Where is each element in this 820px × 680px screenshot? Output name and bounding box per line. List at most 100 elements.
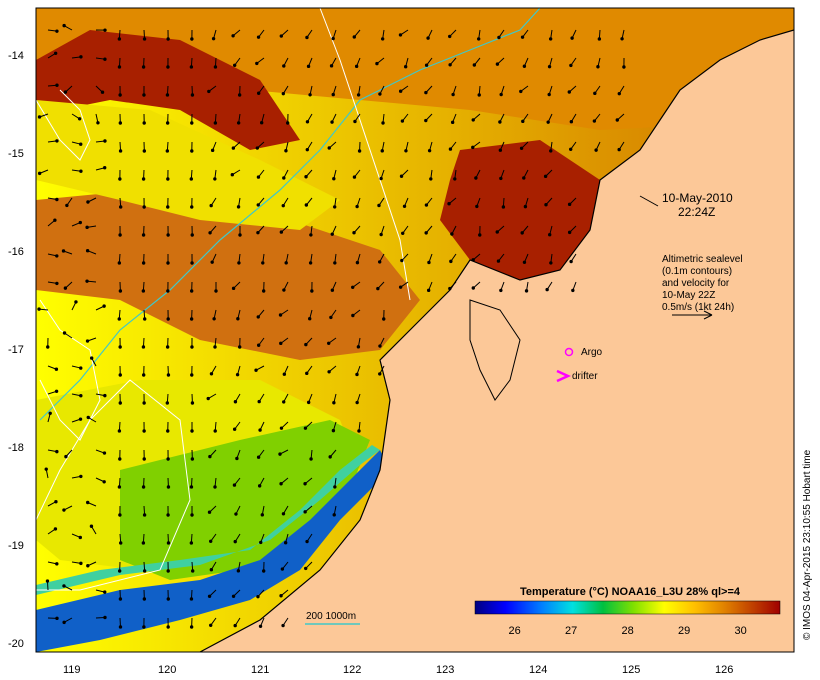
velocity-arrow-head [306, 64, 311, 69]
velocity-arrow-head [207, 510, 212, 514]
velocity-arrow-head [567, 230, 572, 235]
coastline [199, 29, 794, 652]
velocity-arrow-head [79, 55, 83, 59]
velocity-arrow-head [118, 401, 122, 405]
velocity-arrow-head [303, 426, 308, 430]
lon-axis: 119 120 121 122 123 124 125 126 [63, 664, 733, 676]
velocity-arrow-head [522, 176, 526, 180]
velocity-arrow-head [567, 90, 571, 94]
velocity-arrow-head [102, 304, 106, 308]
velocity-arrow-head [231, 34, 235, 38]
velocity-arrow-head [165, 401, 170, 405]
velocity-arrow-head [448, 63, 452, 67]
velocity-arrow-head [232, 63, 237, 67]
velocity-arrow-head [332, 401, 336, 405]
velocity-arrow-head [209, 623, 213, 627]
velocity-arrow-head [118, 177, 122, 181]
velocity-arrow-head [377, 260, 382, 264]
velocity-arrow-head [85, 249, 90, 253]
altimetry-line-2: (0.1m contours) [662, 266, 732, 277]
velocity-arrow-head [79, 142, 83, 146]
velocity-arrow-head [472, 63, 477, 67]
green-shelf [120, 420, 370, 580]
velocity-arrow-head [141, 289, 146, 293]
velocity-arrow-head [304, 175, 308, 179]
velocity-arrow-head [401, 231, 405, 235]
velocity-arrow-head [592, 119, 597, 123]
velocity-arrow-head [596, 65, 600, 69]
velocity-arrow-head [166, 597, 170, 601]
velocity-arrow-head [471, 118, 475, 122]
velocity-arrow-head [237, 345, 242, 349]
velocity-arrow-head [398, 89, 403, 93]
warm-band-mid [36, 190, 420, 360]
velocity-arrow-head [404, 149, 408, 153]
velocity-arrow-head [165, 345, 170, 349]
velocity-arrow-head [118, 289, 123, 293]
velocity-arrow-head [232, 483, 237, 487]
velocity-arrow-head [329, 64, 334, 68]
velocity-arrow-head [142, 149, 147, 153]
velocity-arrow-head [355, 372, 359, 377]
velocity-arrow-head [55, 83, 59, 87]
velocity-arrow-head [45, 579, 50, 583]
velocity-arrow-head [424, 63, 429, 67]
velocity-arrow-head [142, 401, 146, 405]
velocity-arrow-head [378, 372, 382, 376]
velocity-arrow-head [256, 594, 260, 599]
velocity-arrow-head [79, 394, 83, 398]
velocity-arrow-head [429, 177, 433, 181]
velocity-arrow-head [62, 331, 67, 335]
lat-tick-label: -14 [8, 50, 24, 62]
velocity-arrow-head [593, 91, 597, 96]
velocity-arrow-head [256, 343, 261, 347]
lat-tick-label: -15 [8, 148, 24, 160]
velocity-arrow-head [549, 149, 553, 153]
velocity-arrow-head [356, 93, 361, 97]
velocity-arrow-head [304, 342, 308, 347]
velocity-arrow-head [189, 541, 194, 545]
hot-patch-coastal [440, 140, 600, 280]
velocity-arrow-head [544, 203, 548, 207]
velocity-arrow-head [79, 366, 83, 370]
time-label: 22:24Z [678, 205, 715, 219]
velocity-arrow-head [519, 146, 524, 151]
velocity-arrow-head [37, 307, 41, 311]
velocity-arrow-head [426, 36, 430, 40]
velocity-arrow-head [166, 233, 170, 237]
velocity-arrow-head [62, 620, 66, 625]
velocity-arrow-head [166, 457, 170, 461]
velocity-arrow-head [476, 37, 481, 41]
lon-tick-label: 123 [436, 664, 454, 676]
velocity-arrow-head [381, 121, 385, 125]
velocity-arrow-head [306, 400, 311, 405]
velocity-arrow-head [571, 288, 575, 293]
velocity-arrow-head [190, 261, 194, 265]
velocity-arrow-head [308, 317, 312, 321]
velocity-arrow-head [304, 203, 309, 207]
cyan-edge [36, 445, 380, 595]
velocity-arrow-head [86, 415, 90, 420]
velocity-arrow-head [523, 204, 528, 209]
velocity-arrow-head [53, 51, 58, 55]
velocity-arrow-head [548, 37, 553, 41]
velocity-arrow-head [330, 232, 334, 236]
lat-tick-label: -17 [8, 344, 24, 356]
velocity-arrow-head [424, 118, 428, 123]
velocity-arrow-head [85, 225, 89, 230]
velocity-arrow-head [190, 149, 194, 153]
velocity-arrow-head [283, 540, 288, 545]
lon-tick-label: 121 [251, 664, 269, 676]
velocity-arrow-head [142, 429, 146, 433]
velocity-arrow-head [257, 399, 261, 404]
velocity-arrow-head [282, 400, 286, 404]
sealevel-contour-3 [36, 89, 91, 161]
velocity-arrow-head [279, 594, 283, 598]
lat-tick-label: -16 [8, 246, 24, 258]
velocity-arrow-head [305, 120, 310, 124]
velocity-arrow-head [208, 454, 212, 459]
velocity-arrow-head [400, 119, 405, 123]
velocity-arrow-head [44, 467, 48, 471]
velocity-arrow-head [142, 205, 146, 209]
velocity-arrow-head [209, 372, 214, 376]
